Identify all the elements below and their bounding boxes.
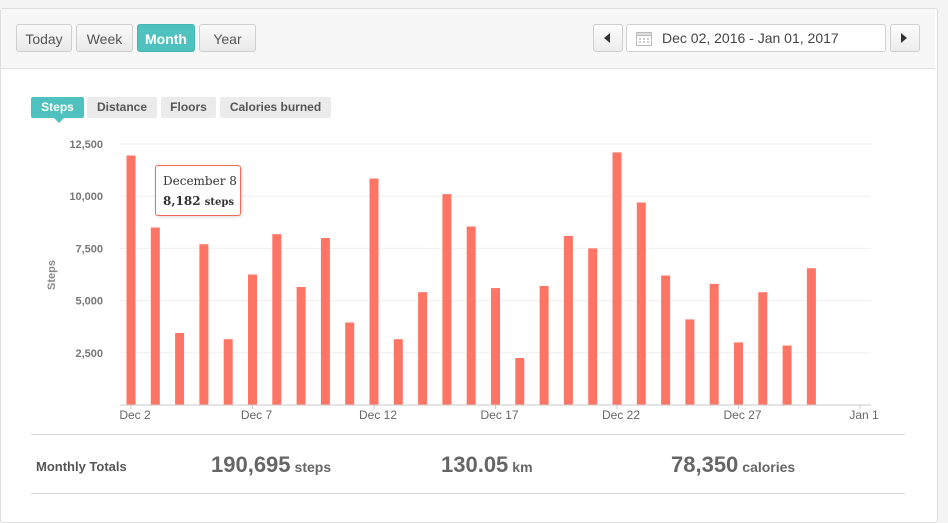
period-button-week[interactable]: Week xyxy=(76,24,133,52)
bar-dec-17[interactable] xyxy=(491,288,500,405)
bar-dec-20[interactable] xyxy=(563,235,573,405)
bar-tooltip: December 8 8,182 steps xyxy=(155,165,241,216)
total-distance-value: 130.05 xyxy=(441,452,509,477)
y-tick-label: 7,500 xyxy=(75,243,103,255)
y-tick-label: 12,500 xyxy=(69,139,103,151)
tab-steps[interactable]: Steps xyxy=(31,97,84,118)
bar-dec-27[interactable] xyxy=(734,342,743,405)
x-tick-label: Dec 7 xyxy=(241,408,273,422)
tab-distance[interactable]: Distance xyxy=(87,97,157,118)
bar-dec-2[interactable] xyxy=(126,155,136,406)
bar-dec-4[interactable] xyxy=(175,333,185,405)
x-tick-label: Dec 22 xyxy=(602,408,640,422)
total-steps-unit: steps xyxy=(294,459,332,475)
bar-dec-25[interactable] xyxy=(685,319,695,405)
total-distance: 130.05 km xyxy=(441,452,533,478)
totals-top-divider xyxy=(31,434,905,435)
x-tick-label: Dec 27 xyxy=(723,408,761,422)
y-axis-label: Steps xyxy=(46,260,58,290)
bar-dec-7[interactable] xyxy=(248,274,257,406)
bar-dec-23[interactable] xyxy=(636,202,646,406)
bar-dec-13[interactable] xyxy=(393,339,403,405)
chevron-left-icon xyxy=(604,33,610,43)
bar-dec-5[interactable] xyxy=(199,244,209,405)
monthly-totals-label: Monthly Totals xyxy=(36,459,127,474)
x-tick-label: Jan 1 xyxy=(849,408,879,422)
tooltip-value-line: 8,182 steps xyxy=(163,194,234,208)
total-steps-value: 190,695 xyxy=(211,452,291,477)
previous-range-button[interactable] xyxy=(593,24,623,52)
x-tick-label: Dec 17 xyxy=(480,408,518,422)
bar-dec-24[interactable] xyxy=(661,275,671,406)
bars xyxy=(126,152,816,406)
bar-dec-18[interactable] xyxy=(515,358,525,405)
bar-dec-26[interactable] xyxy=(709,283,719,405)
bar-dec-12[interactable] xyxy=(369,178,379,406)
bar-dec-10[interactable] xyxy=(320,238,330,405)
bar-dec-6[interactable] xyxy=(223,339,233,405)
bar-dec-15[interactable] xyxy=(442,194,452,405)
bar-dec-28[interactable] xyxy=(758,292,768,405)
total-calories-value: 78,350 xyxy=(671,452,739,477)
total-steps: 190,695 steps xyxy=(211,452,331,478)
tab-calories-burned[interactable]: Calories burned xyxy=(220,97,331,118)
x-tick-label: Dec 12 xyxy=(359,408,397,422)
bar-dec-19[interactable] xyxy=(539,286,549,405)
y-axis-ticks: 2,500 5,000 7,500 10,000 12,500 xyxy=(69,139,103,360)
bar-dec-11[interactable] xyxy=(345,322,355,406)
bar-dec-9[interactable] xyxy=(296,287,306,405)
bar-dec-3[interactable] xyxy=(150,227,160,406)
bar-dec-29[interactable] xyxy=(782,345,792,406)
period-button-year[interactable]: Year xyxy=(199,24,256,52)
bar-dec-8[interactable] xyxy=(272,234,282,405)
total-calories: 78,350 calories xyxy=(671,452,795,478)
y-tick-label: 2,500 xyxy=(75,348,103,360)
tab-floors[interactable]: Floors xyxy=(161,97,216,118)
period-button-today[interactable]: Today xyxy=(16,24,72,52)
x-tick-label: Dec 2 xyxy=(119,408,151,422)
totals-bottom-divider xyxy=(31,493,905,494)
total-distance-unit: km xyxy=(512,459,533,475)
x-axis-ticks: Dec 2 Dec 7 Dec 12 Dec 17 Dec 22 Dec 27 Jan 1 xyxy=(119,405,879,422)
chevron-right-icon xyxy=(901,33,907,43)
y-tick-label: 5,000 xyxy=(75,296,103,308)
date-range-text: Dec 02, 2016 - Jan 01, 2017 xyxy=(662,30,839,46)
tooltip-unit: steps xyxy=(204,197,234,208)
total-calories-unit: calories xyxy=(742,459,796,475)
active-tab-caret xyxy=(54,118,64,123)
tooltip-date: December 8 xyxy=(163,174,237,188)
calendar-icon xyxy=(636,32,652,46)
bar-dec-30[interactable] xyxy=(806,268,816,405)
period-button-month[interactable]: Month xyxy=(137,24,195,52)
bar-dec-22[interactable] xyxy=(612,152,622,405)
next-range-button[interactable] xyxy=(890,24,920,52)
bar-dec-21[interactable] xyxy=(588,248,598,405)
y-tick-label: 10,000 xyxy=(69,191,103,203)
bar-dec-16[interactable] xyxy=(466,226,476,406)
date-range-picker[interactable]: Dec 02, 2016 - Jan 01, 2017 xyxy=(626,24,886,52)
tooltip-value: 8,182 xyxy=(163,194,201,208)
bar-dec-14[interactable] xyxy=(418,292,428,405)
